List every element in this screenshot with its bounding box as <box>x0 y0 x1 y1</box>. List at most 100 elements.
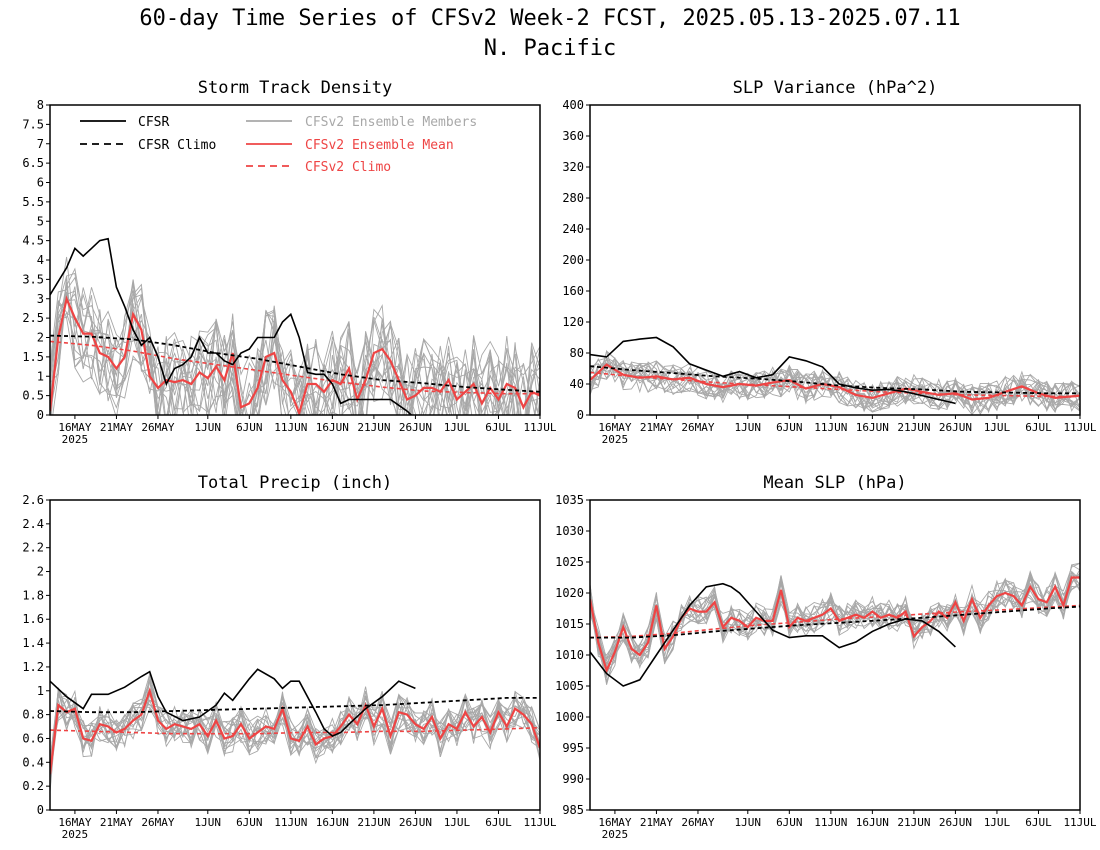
y-tick-label: 1.2 <box>22 660 44 674</box>
panel-title: Mean SLP (hPa) <box>763 473 906 493</box>
cfsr-line <box>590 582 956 687</box>
y-tick-label: 3.5 <box>22 272 44 286</box>
x-tick-label: 21MAY <box>100 421 133 434</box>
x-tick-label: 1JUN <box>195 816 222 829</box>
y-tick-label: 1025 <box>555 555 584 569</box>
y-tick-label: 120 <box>562 315 584 329</box>
y-tick-label: 985 <box>562 803 584 817</box>
x-tick-label: 26MAY <box>141 421 174 434</box>
ensemble-member-line <box>50 287 539 415</box>
x-tick-label: 26JUN <box>939 421 972 434</box>
ensemble-member-line <box>590 570 1080 684</box>
x-tick-label: 26JUN <box>939 816 972 829</box>
plot-frame <box>589 104 1081 416</box>
x-tick-label: 1JUN <box>195 421 222 434</box>
x-tick-label: 21JUN <box>357 421 390 434</box>
y-tick-label: 995 <box>562 741 584 755</box>
x-tick-label: 11JUL <box>523 816 556 829</box>
panel-3: 0 0.2 0.4 0.6 0.8 1 1.2 1.4 1.6 1.8 2 2.2 2.4 2.6 16MA… <box>22 493 557 841</box>
x-tick-label: 26MAY <box>141 816 174 829</box>
y-tick-label: 6.5 <box>22 156 44 170</box>
legend-label: CFSR Climo <box>138 138 216 153</box>
y-tick-label: 0.4 <box>22 755 44 769</box>
y-tick-label: 1.8 <box>22 588 44 602</box>
x-tick-label: 16MAY <box>58 421 91 434</box>
y-tick-label: 320 <box>562 160 584 174</box>
x-tick-label: 21JUN <box>897 816 930 829</box>
y-tick-label: 0.8 <box>22 708 44 722</box>
y-tick-label: 160 <box>562 284 584 298</box>
x-tick-label: 6JUL <box>1025 816 1052 829</box>
cfsv2-climo-line <box>50 726 540 735</box>
ensemble-member-line <box>50 675 540 786</box>
x-tick-label: 11JUN <box>274 816 307 829</box>
y-tick-label: 280 <box>562 191 584 205</box>
y-tick-label: 4 <box>37 253 44 267</box>
x-tick-label: 26MAY <box>681 816 714 829</box>
y-tick-label: 1.6 <box>22 612 44 626</box>
x-tick-label: 16MAY <box>598 816 631 829</box>
x-year-label: 2025 <box>602 828 629 841</box>
y-tick-label: 0 <box>577 408 584 422</box>
legend-label: CFSv2 Climo <box>305 160 391 175</box>
y-tick-label: 1015 <box>555 617 584 631</box>
y-tick-label: 990 <box>562 772 584 786</box>
panel-1: 0 0.5 1 1.5 2 2.5 3 3.5 4 4.5 5 5.5 6 6.5 7 7.5 8 16MAY 21… <box>22 98 557 446</box>
cfsr-line <box>50 237 413 415</box>
figure-title: 60-day Time Series of CFSv2 Week-2 FCST,… <box>139 6 961 31</box>
plot-area <box>50 668 540 793</box>
x-tick-label: 1JUL <box>984 816 1011 829</box>
x-tick-label: 11JUL <box>1063 816 1096 829</box>
x-tick-label: 6JUN <box>776 816 803 829</box>
y-tick-label: 3 <box>37 292 44 306</box>
y-tick-label: 200 <box>562 253 584 267</box>
x-tick-label: 6JUL <box>485 816 512 829</box>
y-tick-label: 2.5 <box>22 311 44 325</box>
ensemble-member-line <box>50 296 540 415</box>
cfsr-line <box>50 668 416 738</box>
cfsv2-climo-line <box>590 604 1080 639</box>
panel-title: SLP Variance (hPa^2) <box>733 78 938 98</box>
x-tick-label: 16MAY <box>598 421 631 434</box>
x-tick-label: 11JUL <box>1063 421 1096 434</box>
legend: CFSR CFSR Climo CFSv2 Ensemble Members CFSv… <box>80 115 477 175</box>
x-tick-label: 11JUN <box>814 816 847 829</box>
y-tick-label: 40 <box>570 377 584 391</box>
y-tick-label: 1005 <box>555 679 584 693</box>
x-tick-label: 11JUN <box>814 421 847 434</box>
y-tick-label: 8 <box>37 98 44 112</box>
cfsr-line <box>590 336 956 405</box>
y-tick-label: 2.6 <box>22 493 44 507</box>
y-tick-label: 0 <box>37 803 44 817</box>
ensemble-member-line <box>50 294 520 415</box>
ensemble-mean-line <box>590 576 1080 674</box>
x-tick-label: 16JUN <box>316 421 349 434</box>
y-tick-label: 1 <box>37 369 44 383</box>
panel-2: 0 40 80 120 160 200 240 280 320 360 400 16MAY 21MAY 2… <box>562 98 1097 446</box>
x-tick-label: 11JUN <box>274 421 307 434</box>
y-tick-label: 400 <box>562 98 584 112</box>
x-tick-label: 1JUN <box>735 421 762 434</box>
cfsr-climo-line <box>590 365 1080 395</box>
x-tick-label: 6JUL <box>1025 421 1052 434</box>
x-tick-label: 26MAY <box>681 421 714 434</box>
y-tick-label: 0.5 <box>22 389 44 403</box>
legend-label: CFSR <box>138 115 169 130</box>
y-tick-label: 0.2 <box>22 779 44 793</box>
figure-subtitle: N. Pacific <box>483 36 617 61</box>
x-tick-label: 21JUN <box>897 421 930 434</box>
panel-title: Storm Track Density <box>198 78 392 98</box>
x-tick-label: 16JUN <box>856 421 889 434</box>
y-tick-label: 1010 <box>555 648 584 662</box>
y-tick-label: 1030 <box>555 524 584 538</box>
panel-4: 985 990 995 1000 1005 1010 1015 1020 1025 1030 103… <box>555 493 1097 841</box>
y-tick-label: 7.5 <box>22 117 44 131</box>
x-year-label: 2025 <box>602 433 629 446</box>
ensemble-mean-line <box>50 295 540 415</box>
y-tick-label: 4.5 <box>22 234 44 248</box>
x-tick-label: 6JUN <box>236 421 263 434</box>
x-tick-label: 16JUN <box>316 816 349 829</box>
y-tick-label: 80 <box>570 346 584 360</box>
y-tick-label: 1035 <box>555 493 584 507</box>
